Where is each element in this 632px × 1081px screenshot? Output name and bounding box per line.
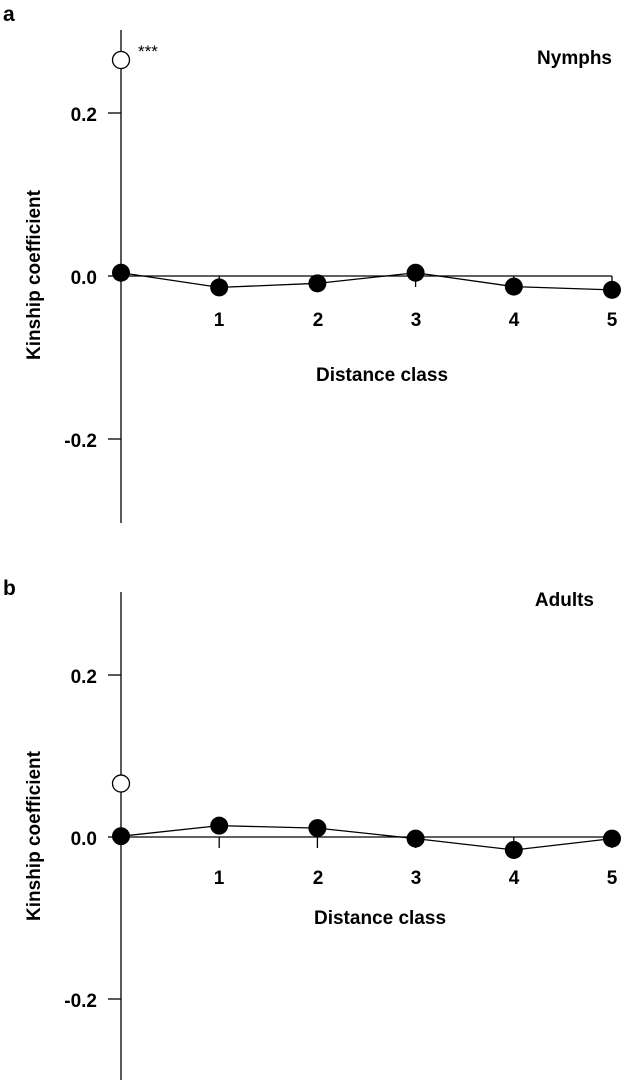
series-label: Adults [535,590,594,611]
data-point [406,263,425,282]
axes [108,592,613,1080]
data-point [603,280,621,299]
series-line [120,272,613,291]
y-tick-label: 0.0 [71,268,97,289]
significance-annotation: *** [138,42,158,61]
y-axis-title: Kinship coefficient [24,750,45,921]
data-point [210,816,229,835]
y-tick-label: 0.0 [71,829,97,850]
x-tick-label: 3 [411,868,422,889]
open-data-point [111,50,131,70]
x-tick-label: 3 [411,310,422,331]
x-tick-label: 5 [607,868,618,889]
data-point [603,829,621,848]
x-tick-label: 1 [214,868,225,889]
x-tick-label: 4 [509,310,520,331]
x-axis-title: Distance class [316,365,448,386]
series-line [120,825,613,851]
data-point [210,278,229,297]
y-tick-label: -0.2 [64,431,97,452]
y-tick-label: -0.2 [64,991,97,1012]
panel-a: a Nymphs Kinship coefficient Distance cl… [3,3,621,523]
x-tick-label: 2 [313,868,324,889]
open-data-point [111,774,131,793]
x-tick-label: 4 [509,868,520,889]
y-tick-label: 0.2 [71,667,97,688]
data-point [112,263,130,282]
x-axis-title: Distance class [314,908,446,929]
panel-b: b Adults Kinship coefficient Distance cl… [3,577,621,1080]
y-axis-title: Kinship coefficient [24,189,45,360]
panel-letter: b [3,577,16,600]
panel-letter: a [3,3,15,26]
data-point [308,819,327,838]
data-point [112,827,130,846]
series-label: Nymphs [537,48,612,69]
data-point [308,274,327,293]
x-tick-label: 1 [214,310,225,331]
x-tick-label: 2 [313,310,324,331]
axes [108,30,613,523]
data-point [504,277,523,296]
data-point [504,840,523,859]
data-point [406,829,425,848]
x-tick-label: 5 [607,310,618,331]
y-tick-label: 0.2 [71,105,97,126]
